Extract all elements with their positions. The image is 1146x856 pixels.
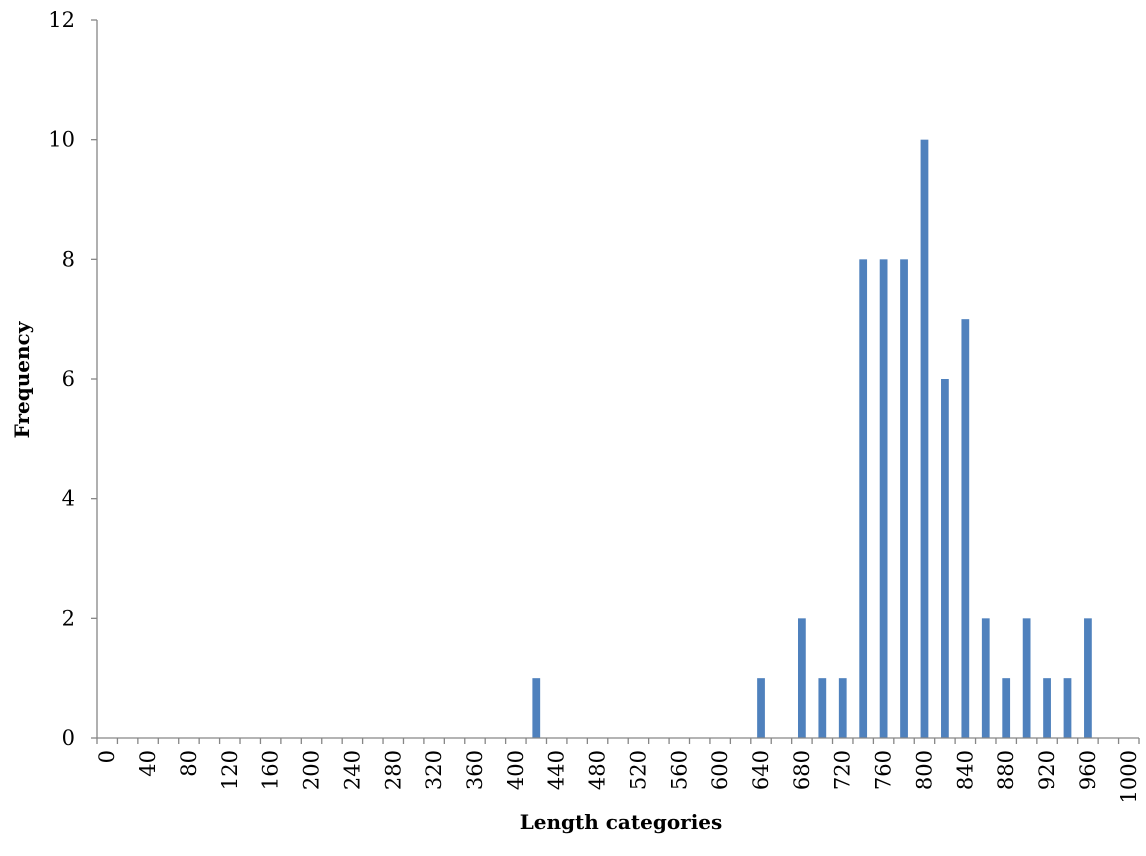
x-tick-label: 320 [422, 750, 446, 790]
x-tick-label: 440 [545, 750, 569, 790]
x-tick-label: 840 [953, 750, 977, 790]
y-axis-title: Frequency [10, 320, 34, 438]
x-tick-label: 800 [912, 750, 936, 790]
y-tick-label: 4 [62, 487, 75, 511]
x-tick-label: 640 [749, 750, 773, 790]
x-tick-label: 400 [504, 750, 528, 790]
plot-area [532, 139, 1092, 738]
y-axis-ticks: 0 2 4 6 8 10 12 [48, 8, 97, 750]
bar [941, 379, 949, 738]
x-tick-label: 0 [95, 750, 119, 763]
bar [1084, 618, 1092, 738]
bar [1063, 678, 1072, 738]
x-tick-label: 120 [218, 750, 242, 790]
x-tick-label: 240 [340, 750, 364, 790]
y-tick-label: 6 [62, 367, 75, 391]
bar [818, 678, 827, 738]
x-tick-label: 960 [1076, 750, 1100, 790]
bar [798, 618, 806, 738]
x-tick-label: 680 [790, 750, 814, 790]
x-tick-label: 880 [994, 750, 1018, 790]
bar [1022, 618, 1031, 738]
x-tick-label: 200 [300, 750, 324, 790]
bar [961, 319, 970, 738]
bar [920, 139, 929, 738]
bar [1002, 678, 1011, 738]
bar [859, 259, 868, 738]
bar [900, 259, 908, 738]
bar [879, 259, 888, 738]
x-axis-ticks: 0 40 80 120 160 200 240 280 320 360 400 440 480 520 56… [95, 738, 1141, 803]
x-tick-label: 1000 [1117, 750, 1141, 803]
x-tick-label: 720 [831, 750, 855, 790]
y-tick-label: 10 [48, 128, 75, 152]
x-tick-label: 360 [463, 750, 487, 790]
x-tick-label: 80 [177, 750, 201, 777]
bar [1043, 678, 1051, 738]
x-tick-label: 480 [586, 750, 610, 790]
x-tick-label: 520 [626, 750, 650, 790]
x-tick-label: 920 [1035, 750, 1059, 790]
bar [757, 678, 765, 738]
x-tick-label: 40 [136, 750, 160, 777]
x-tick-label: 560 [667, 750, 691, 790]
y-tick-label: 12 [48, 8, 75, 32]
x-tick-label: 280 [381, 750, 405, 790]
bar [838, 678, 847, 738]
x-tick-label: 760 [872, 750, 896, 790]
y-tick-label: 0 [62, 726, 75, 750]
y-tick-label: 8 [62, 247, 75, 271]
bar [532, 678, 541, 738]
y-tick-label: 2 [62, 606, 75, 630]
x-tick-label: 600 [708, 750, 732, 790]
x-axis-title: Length categories [520, 810, 723, 834]
x-tick-label: 160 [259, 750, 283, 790]
bar [981, 618, 990, 738]
